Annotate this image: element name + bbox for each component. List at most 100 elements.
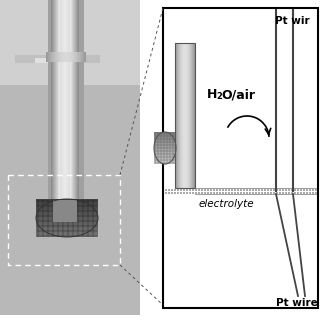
Bar <box>216 189 218 191</box>
Bar <box>300 192 302 194</box>
Bar <box>188 43 189 188</box>
Bar <box>225 192 227 194</box>
Bar <box>297 192 299 194</box>
Bar <box>294 189 296 191</box>
Bar <box>62 52 63 62</box>
Bar <box>36 213 98 214</box>
Bar <box>81 52 82 62</box>
Bar <box>0 0 140 85</box>
Bar <box>294 192 296 194</box>
Bar <box>198 192 200 194</box>
Bar <box>184 43 185 188</box>
Bar <box>303 189 305 191</box>
Bar <box>154 150 176 151</box>
Bar <box>198 189 200 191</box>
Bar <box>36 209 98 210</box>
Bar <box>59 52 60 62</box>
Bar <box>46 52 47 62</box>
Bar <box>186 189 188 191</box>
Bar <box>36 210 98 211</box>
Bar <box>57 0 58 205</box>
Bar <box>309 189 311 191</box>
Bar <box>36 227 98 228</box>
Bar <box>78 0 79 205</box>
Bar <box>36 200 98 201</box>
Bar <box>216 192 218 194</box>
Bar <box>0 0 140 315</box>
Bar <box>84 52 85 62</box>
Bar <box>249 189 251 191</box>
Bar <box>64 0 65 205</box>
Bar <box>222 189 224 191</box>
Bar <box>228 192 230 194</box>
Bar <box>177 192 179 194</box>
Bar <box>270 192 272 194</box>
Bar <box>36 226 98 227</box>
Bar <box>183 189 185 191</box>
Bar <box>67 52 68 62</box>
Bar <box>50 52 51 62</box>
Bar <box>168 192 170 194</box>
Bar <box>154 148 176 149</box>
Bar <box>74 0 75 205</box>
Bar <box>185 43 186 188</box>
Bar <box>228 189 230 191</box>
Bar <box>36 201 98 202</box>
Bar <box>75 52 76 62</box>
Bar <box>273 192 275 194</box>
Bar <box>154 140 176 141</box>
Bar <box>177 189 179 191</box>
Bar <box>69 52 70 62</box>
Bar <box>154 155 176 156</box>
Bar <box>36 230 98 231</box>
Bar <box>240 192 242 194</box>
Bar <box>154 143 176 144</box>
Bar <box>154 163 176 164</box>
Text: H: H <box>207 88 217 101</box>
Bar <box>154 146 176 147</box>
Bar <box>36 217 98 218</box>
Bar <box>154 153 176 154</box>
Bar <box>68 0 69 205</box>
Bar <box>78 52 79 62</box>
Bar <box>73 0 74 205</box>
Bar <box>154 161 176 162</box>
Bar <box>234 192 236 194</box>
Bar <box>67 0 68 205</box>
Bar <box>70 0 71 205</box>
Bar <box>282 189 284 191</box>
Bar <box>154 138 176 139</box>
Bar <box>36 236 98 237</box>
Bar <box>246 192 248 194</box>
Bar <box>168 189 170 191</box>
Bar <box>219 192 221 194</box>
Bar <box>179 43 180 188</box>
Bar <box>154 135 176 136</box>
Bar <box>154 157 176 158</box>
Bar <box>186 192 188 194</box>
Bar <box>258 192 260 194</box>
Bar <box>192 189 194 191</box>
Bar <box>80 52 81 62</box>
Bar <box>54 0 55 205</box>
Bar <box>312 189 314 191</box>
Bar <box>279 192 281 194</box>
Bar <box>36 234 98 235</box>
Bar <box>255 192 257 194</box>
Bar <box>180 189 182 191</box>
Bar <box>51 0 52 205</box>
Bar <box>35 58 80 63</box>
Bar <box>176 43 177 188</box>
Bar <box>68 52 69 62</box>
Text: electrolyte: electrolyte <box>199 199 255 209</box>
Bar <box>201 192 203 194</box>
Bar <box>46 52 86 62</box>
Bar <box>15 55 100 63</box>
Bar <box>189 189 191 191</box>
Bar <box>53 0 54 205</box>
Bar <box>62 0 63 205</box>
Text: 2: 2 <box>216 92 222 101</box>
Bar <box>73 52 74 62</box>
Bar <box>36 218 98 219</box>
Bar <box>61 52 62 62</box>
